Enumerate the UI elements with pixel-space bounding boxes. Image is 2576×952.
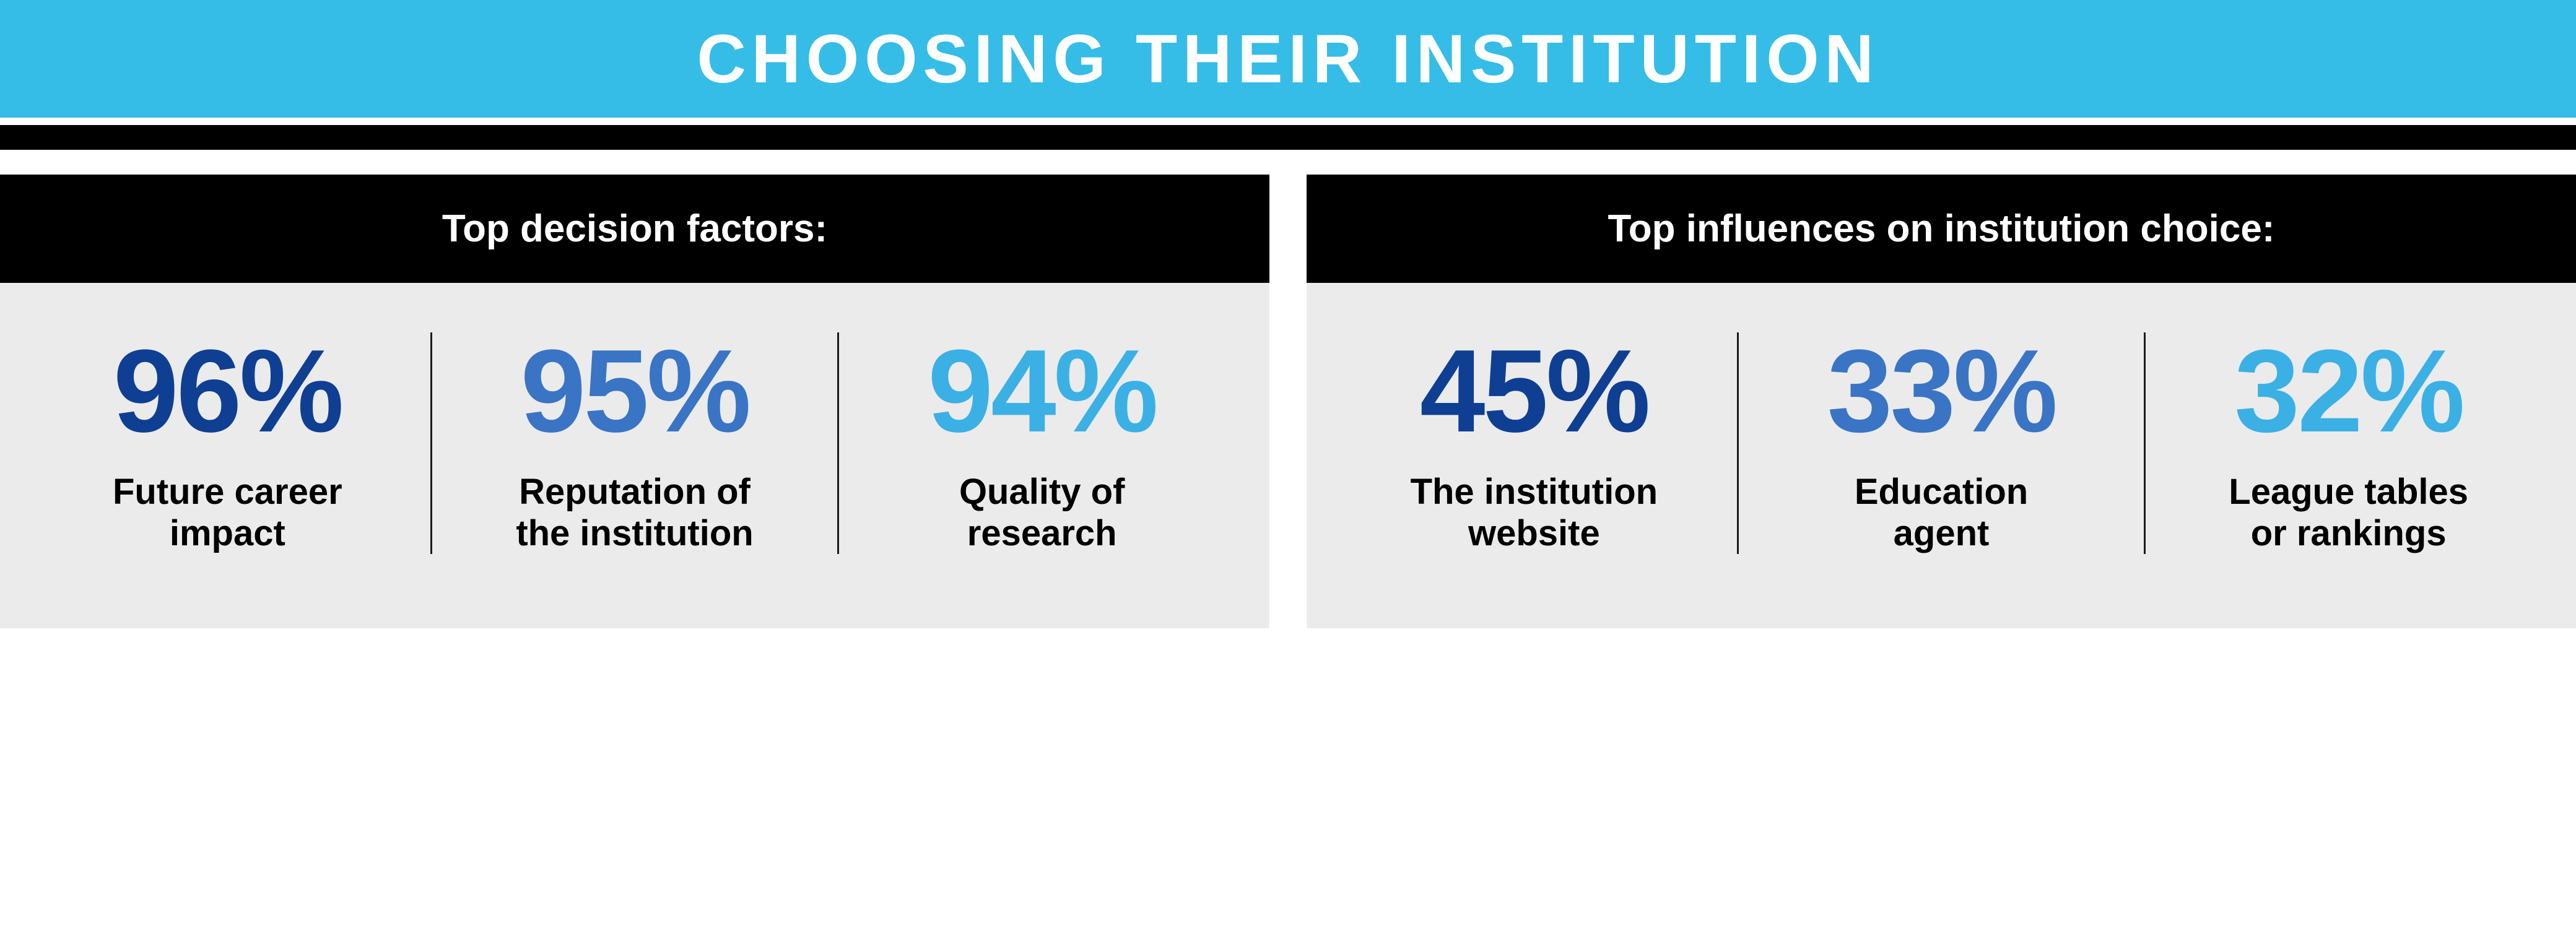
stat-label: Future career impact	[43, 472, 412, 554]
panel-influences: Top influences on institution choice: 45…	[1307, 175, 2576, 628]
panel-header: Top influences on institution choice:	[1307, 175, 2576, 283]
infographic-root: CHOOSING THEIR INSTITUTION Top decision …	[0, 0, 2576, 952]
panel-decision-factors: Top decision factors: 96% Future career …	[0, 175, 1269, 628]
stat-item: 45% The institution website	[1331, 332, 1737, 554]
panel-title: Top decision factors:	[442, 207, 827, 251]
panel-title: Top influences on institution choice:	[1608, 207, 2275, 251]
stat-label: The institution website	[1350, 472, 1718, 554]
stat-label: Education agent	[1757, 472, 2126, 554]
stat-value: 96%	[43, 332, 412, 450]
stat-label: Quality of research	[858, 472, 1226, 554]
main-banner-text: CHOOSING THEIR INSTITUTION	[697, 20, 1879, 98]
stat-label: League tables or rankings	[2164, 472, 2533, 554]
stat-value: 95%	[451, 332, 819, 450]
stat-item: 33% Education agent	[1739, 332, 2144, 554]
panel-body: 45% The institution website 33% Educatio…	[1307, 283, 2576, 628]
stat-value: 32%	[2164, 332, 2533, 450]
stat-value: 33%	[1757, 332, 2126, 450]
stat-label: Reputation of the institution	[451, 472, 819, 554]
panel-body: 96% Future career impact 95% Reputation …	[0, 283, 1269, 628]
main-banner: CHOOSING THEIR INSTITUTION	[0, 0, 2576, 118]
black-strip	[0, 125, 2576, 150]
stat-item: 96% Future career impact	[25, 332, 430, 554]
stat-item: 95% Reputation of the institution	[432, 332, 838, 554]
panel-header: Top decision factors:	[0, 175, 1269, 283]
stat-item: 94% Quality of research	[839, 332, 1245, 554]
stat-item: 32% League tables or rankings	[2146, 332, 2551, 554]
panels-row: Top decision factors: 96% Future career …	[0, 150, 2576, 628]
stat-value: 45%	[1350, 332, 1718, 450]
stat-value: 94%	[858, 332, 1226, 450]
